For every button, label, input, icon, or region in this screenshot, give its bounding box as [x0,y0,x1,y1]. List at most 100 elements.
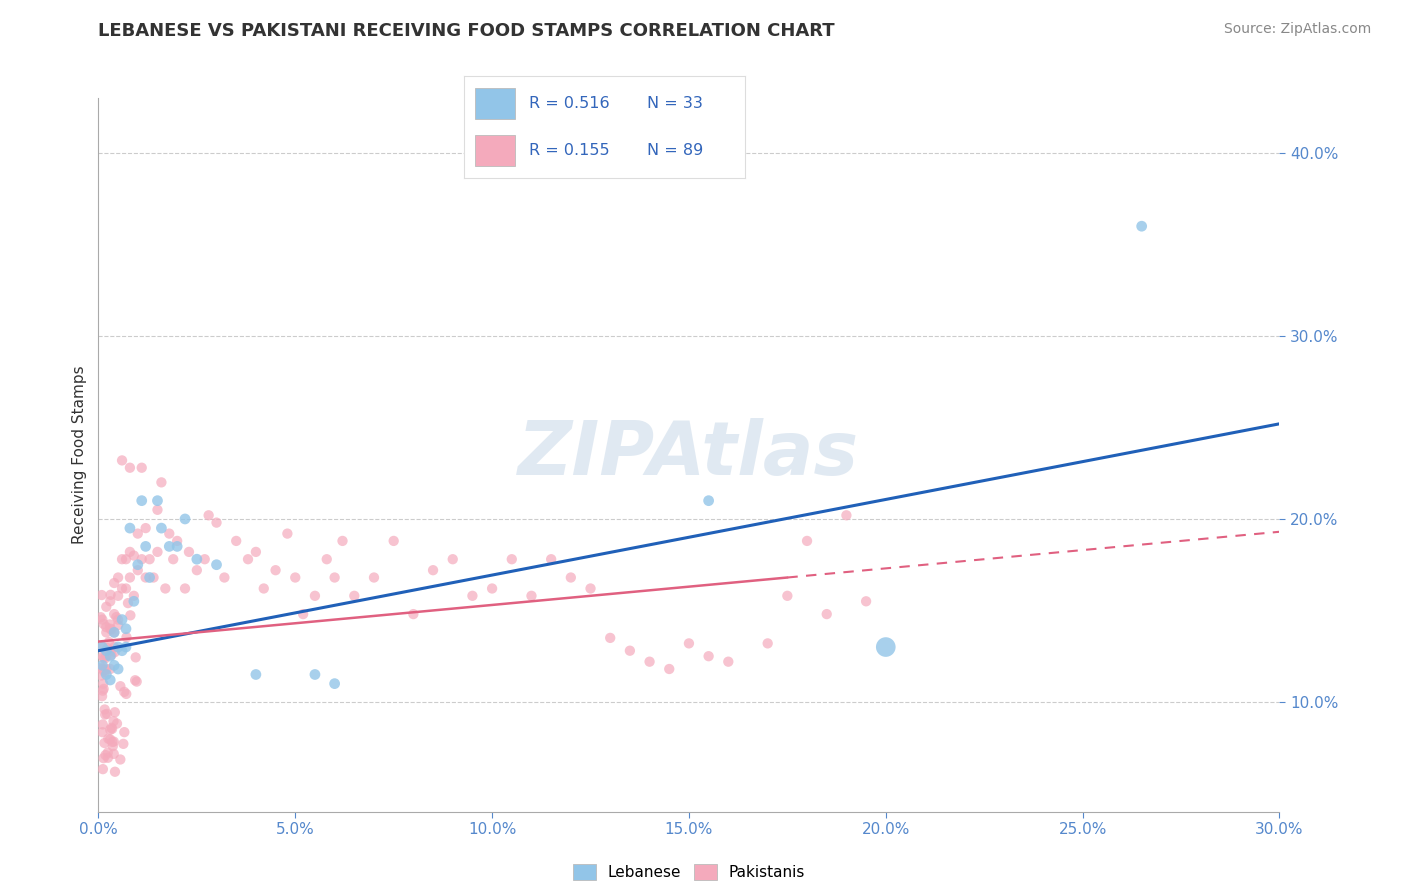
Point [304,589,326,603]
Point [96,599,118,614]
Point [91,689,114,703]
Point [111,643,134,657]
Point [98,723,121,737]
Point [118,545,141,559]
Point [115,552,138,566]
Point [276,526,298,541]
Point [332,533,354,548]
Point [138,552,160,566]
Point [875,640,897,654]
Point [540,552,562,566]
Point [135,540,157,554]
Point [461,589,484,603]
Point [98,673,121,687]
Point [117,596,139,610]
Point [96,620,118,634]
Point [815,607,838,621]
Text: N = 33: N = 33 [647,96,703,111]
Point [93,751,115,765]
Point [205,516,228,530]
Point [101,739,124,753]
Point [104,645,127,659]
Point [107,618,129,632]
Point [115,640,138,654]
Point [619,643,641,657]
Point [382,533,405,548]
Point [197,508,219,523]
Point [135,521,157,535]
Point [91,683,114,698]
Point [93,616,115,631]
Point [96,641,118,656]
Point [146,493,169,508]
Point [122,549,145,563]
Point [315,552,337,566]
Point [292,607,315,621]
Point [118,460,141,475]
Point [98,622,121,636]
Point [98,643,121,657]
Point [125,650,148,665]
Point [678,636,700,650]
Point [103,714,125,729]
Point [150,475,173,490]
Point [103,625,125,640]
Point [91,640,114,654]
Point [658,662,681,676]
Y-axis label: Receiving Food Stamps: Receiving Food Stamps [72,366,87,544]
Point [100,648,122,662]
Point [194,552,217,566]
Point [157,540,180,554]
Point [125,674,148,689]
Point [150,521,173,535]
Point [122,594,145,608]
Point [110,752,132,766]
Point [91,658,114,673]
Text: R = 0.155: R = 0.155 [529,144,609,158]
Point [138,570,160,584]
Point [245,545,267,559]
Point [124,673,146,688]
Point [111,453,134,467]
Point [174,512,197,526]
Point [90,588,112,602]
Point [90,660,112,674]
Point [717,655,740,669]
Point [1130,219,1153,234]
Point [103,640,125,654]
Point [245,667,267,681]
Point [225,533,247,548]
Point [115,622,138,636]
Point [115,687,138,701]
Point [115,582,138,596]
Point [93,702,115,716]
Point [104,705,127,719]
Point [304,667,326,681]
Point [111,552,134,566]
Point [91,662,114,676]
Point [103,734,125,748]
Point [98,617,121,632]
Point [91,649,114,664]
Point [122,589,145,603]
Point [90,668,112,682]
Point [96,667,118,681]
Point [776,589,799,603]
Point [157,526,180,541]
Point [118,570,141,584]
Point [697,493,720,508]
Point [118,521,141,535]
Point [105,610,128,624]
Point [100,623,122,637]
Point [103,625,125,640]
Point [166,540,188,554]
Point [98,594,121,608]
Point [363,570,385,584]
Point [131,493,153,508]
Point [186,552,208,566]
Point [98,649,121,664]
Point [697,649,720,664]
Text: R = 0.516: R = 0.516 [529,96,609,111]
Point [107,570,129,584]
Point [131,460,153,475]
